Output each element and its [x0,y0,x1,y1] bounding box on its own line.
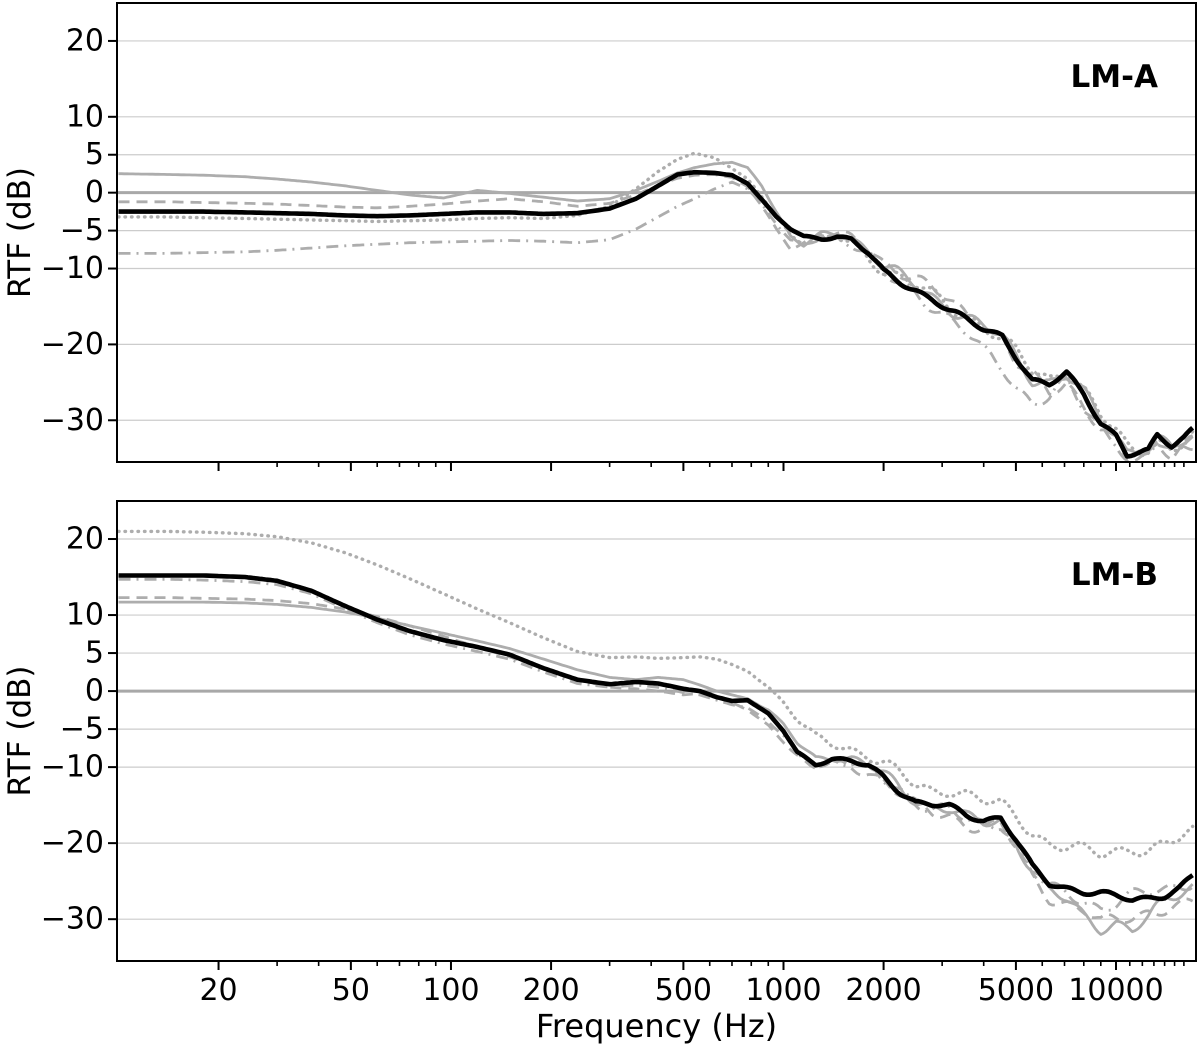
panel-title-lm-a: LM-A [1071,59,1158,95]
x-axis-label: Frequency (Hz) [536,1007,777,1045]
ytick-label-0: 0 [85,175,104,210]
ytick-label-10: 10 [66,99,104,134]
ytick-label-5: 5 [85,636,104,671]
ytick-label--30: −30 [41,902,104,937]
ytick-label--5: −5 [60,712,104,747]
ytick-label-20: 20 [66,522,104,557]
plot-border-lm-b [116,500,1197,962]
panel-title-lm-b: LM-B [1071,557,1158,593]
ytick-label-0: 0 [85,674,104,709]
series-path-gray-dashdot-lm-b [118,577,1194,912]
ytick-label-20: 20 [66,23,104,58]
ytick-label--20: −20 [41,826,104,861]
xtick-label-100: 100 [422,973,479,1008]
xtick-label-5000: 5000 [978,973,1054,1008]
ytick-label--30: −30 [41,403,104,438]
xtick-label-2000: 2000 [845,973,921,1008]
xtick-label-50: 50 [332,973,370,1008]
xtick-label-10000: 10000 [1068,973,1163,1008]
ytick-label-10: 10 [66,598,104,633]
series-path-gray-dashed-lm-b [118,596,1194,924]
ytick-label--5: −5 [60,213,104,248]
series-path-black-mean-lm-b [118,573,1194,903]
plot-border-lm-a [116,2,1197,463]
xtick-label-200: 200 [522,973,579,1008]
series-path-gray-dashdot-lm-a [118,180,1193,462]
y-axis-label-lm-a: RTF (dB) [2,167,38,298]
series-path-black-mean-lm-a [118,169,1195,459]
series-path-gray-dotted-lm-b [117,529,1195,860]
ytick-label--10: −10 [41,251,104,286]
xtick-label-1000: 1000 [745,973,821,1008]
y-axis-label-lm-b: RTF (dB) [2,665,38,796]
xtick-label-500: 500 [655,973,712,1008]
xtick-label-20: 20 [199,973,237,1008]
ytick-label--10: −10 [41,750,104,785]
ytick-label--20: −20 [41,327,104,362]
series-path-gray-solid-lm-b [118,600,1194,936]
series-path-gray-dotted-lm-a [117,151,1195,458]
ytick-label-5: 5 [85,137,104,172]
